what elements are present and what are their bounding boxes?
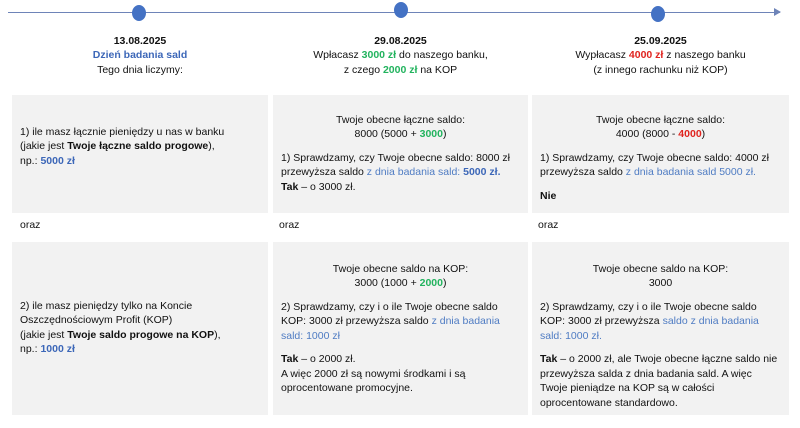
text-segment: Tak (281, 180, 299, 193)
text-segment: (jakie jest (20, 328, 68, 341)
text-segment: 2) Sprawdzamy, czy i o ile Twoje obecne … (281, 300, 498, 328)
event-line: (z innego rachunku niż KOP) (593, 63, 728, 76)
event-line: z czego 2000 zł na KOP (273, 63, 528, 77)
paragraph: 2) ile masz pieniędzy tylko na Koncie Os… (20, 299, 260, 357)
text-segment: – o 2000 zł. (298, 353, 356, 366)
text-segment: (jakie jest (20, 140, 68, 153)
event-title: Dzień badania sald (92, 49, 188, 62)
text-segment: Twoje obecne saldo na KOP: (592, 263, 729, 275)
timeline-dot (651, 6, 665, 22)
total-balance-check-box: Twoje obecne łączne saldo: 8000 (5000 + … (273, 95, 528, 213)
text-segment: np.: (20, 343, 41, 356)
text-segment: 5000 zł. (463, 166, 501, 179)
text-segment: np.: (20, 154, 41, 167)
event-line: Wpłacasz 3000 zł do naszego banku, (273, 48, 528, 62)
timeline-dot (132, 5, 146, 21)
text-segment: 8000 (5000 + (354, 128, 420, 141)
text-segment: Tak (281, 353, 299, 366)
text-segment: 3000 (648, 277, 673, 290)
text-segment: z naszego banku (663, 49, 746, 62)
text-segment: z czego (343, 63, 383, 76)
text-segment: 1) Sprawdzamy, czy Twoje obecne saldo: 4… (540, 151, 769, 179)
total-balance-check-box: Twoje obecne łączne saldo: 4000 (8000 - … (532, 95, 789, 213)
text-segment: – o 2000 zł, ale Twoje obecne łączne sal… (540, 353, 778, 409)
event-date: 29.08.2025 (374, 35, 427, 47)
text-segment: z dnia badania sald 5000 zł. (625, 166, 756, 179)
text-segment: 3000 zł (361, 49, 397, 62)
text-segment: 4000 (8000 - (615, 128, 679, 141)
paragraph: 8000 (5000 + 3000) (281, 127, 520, 141)
text-segment: – o 3000 zł. (298, 180, 356, 193)
text-segment: 1000 zł (40, 343, 75, 356)
event-line: Wypłacasz 4000 zł z naszego banku (532, 48, 789, 62)
text-segment: A więc 2000 zł są nowymi środkami i są o… (281, 367, 466, 395)
paragraph: 1) ile masz łącznie pieniędzy u nas w ba… (20, 125, 260, 168)
kop-balance-check-box: Twoje obecne saldo na KOP: 3000 2) Spraw… (532, 242, 789, 415)
event-date: 13.08.2025 (113, 35, 167, 47)
text-segment: Twoje saldo progowe na KOP (67, 328, 215, 341)
text-segment: Wpłacasz (313, 49, 362, 62)
kop-balance-box: 2) ile masz pieniędzy tylko na Koncie Os… (12, 242, 268, 415)
oraz-label: oraz (279, 219, 300, 231)
text-segment: 2) ile masz pieniędzy tylko na Koncie Os… (20, 300, 193, 327)
text-segment: Wypłacasz (575, 49, 629, 62)
timeline-arrow-icon (774, 8, 781, 16)
paragraph: 1) Sprawdzamy, czy Twoje obecne saldo: 8… (281, 151, 520, 194)
paragraph: 2) Sprawdzamy, czy i o ile Twoje obecne … (281, 300, 520, 343)
total-balance-box: 1) ile masz łącznie pieniędzy u nas w ba… (12, 95, 268, 213)
text-segment: 4000 (678, 128, 702, 141)
timeline-event-3: 25.09.2025 Wypłacasz 4000 zł z naszego b… (532, 34, 789, 77)
paragraph: Tak – o 2000 zł, ale Twoje obecne łączne… (540, 352, 781, 410)
text-segment: ) (701, 128, 706, 141)
timeline-event-1: 13.08.2025 Dzień badania sald Tego dnia … (12, 34, 268, 77)
paragraph: Tak – o 2000 zł. A więc 2000 zł są nowymi… (281, 352, 520, 395)
text-segment: Twoje obecne łączne saldo: (336, 114, 465, 126)
text-segment: 1) Sprawdzamy, czy Twoje obecne saldo: 8… (281, 151, 510, 179)
text-segment: 3000 (1000 + (354, 277, 420, 290)
text-segment: 2000 zł (382, 63, 418, 76)
text-segment: 2) Sprawdzamy, czy i o ile Twoje obecne … (540, 300, 757, 328)
event-subtitle: Tego dnia liczymy: (97, 63, 183, 76)
text-segment: Tak (540, 353, 558, 366)
paragraph: 4000 (8000 - 4000) (540, 127, 781, 141)
paragraph: 3000 (1000 + 2000) (281, 276, 520, 290)
text-segment: Twoje obecne saldo na KOP: (332, 263, 469, 275)
text-segment: ) (442, 277, 447, 290)
text-segment: 3000 (419, 128, 443, 141)
text-segment: 4000 zł (628, 49, 664, 62)
text-segment: z dnia badania sald: 1000 zł (281, 315, 500, 342)
paragraph: 1) Sprawdzamy, czy Twoje obecne saldo: 4… (540, 151, 781, 180)
text-segment: z dnia badania sald: (366, 166, 464, 179)
text-segment: ), (214, 328, 221, 341)
text-segment: Nie (540, 189, 557, 202)
text-segment: Twoje obecne łączne saldo: (596, 114, 725, 126)
text-segment: 1) ile masz łącznie pieniędzy u nas w ba… (20, 126, 225, 138)
timeline-dot (394, 2, 408, 18)
text-segment: ), (208, 140, 215, 153)
text-segment: 2000 (419, 277, 443, 290)
kop-balance-check-box: Twoje obecne saldo na KOP: 3000 (1000 + … (273, 242, 528, 415)
text-segment: saldo z dnia badania sald: 1000 zł. (540, 315, 759, 342)
text-segment: 5000 zł (40, 154, 75, 167)
oraz-label: oraz (20, 219, 41, 231)
text-segment: na KOP (417, 63, 458, 76)
text-segment: Twoje łączne saldo progowe (67, 140, 209, 153)
timeline-event-2: 29.08.2025 Wpłacasz 3000 zł do naszego b… (273, 34, 528, 77)
event-date: 25.09.2025 (634, 35, 687, 47)
text-segment: do naszego banku, (396, 49, 488, 62)
text-segment: ) (442, 128, 447, 141)
oraz-label: oraz (538, 219, 559, 231)
paragraph: 2) Sprawdzamy, czy i o ile Twoje obecne … (540, 300, 781, 343)
